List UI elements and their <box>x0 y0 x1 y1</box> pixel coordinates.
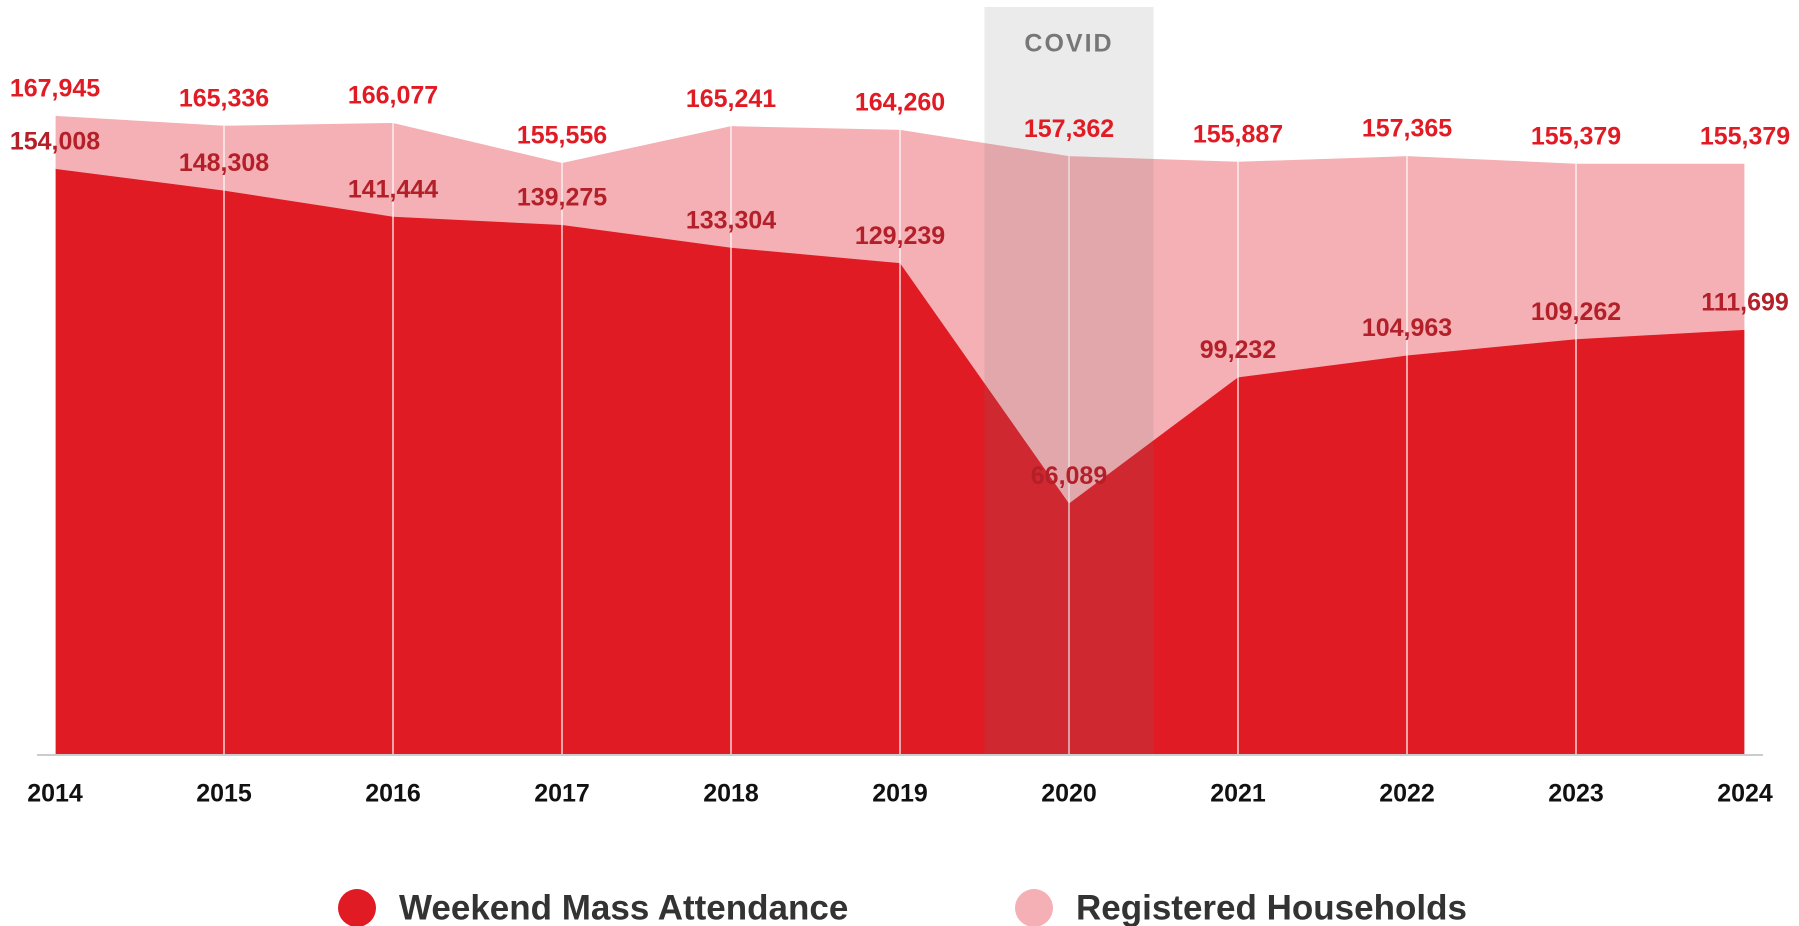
value-label: 165,336 <box>179 84 269 112</box>
x-tick-label: 2020 <box>1041 780 1097 808</box>
value-label: 155,887 <box>1193 120 1283 148</box>
x-tick-label: 2023 <box>1548 780 1604 808</box>
value-label: 167,945 <box>10 74 100 102</box>
value-label: 166,077 <box>348 82 438 110</box>
value-label: 165,241 <box>686 85 776 113</box>
value-label: 139,275 <box>517 184 607 212</box>
legend-label: Weekend Mass Attendance <box>399 888 848 926</box>
x-tick-label: 2014 <box>27 780 83 808</box>
legend-swatch <box>1015 889 1053 926</box>
value-label: 111,699 <box>1701 289 1789 317</box>
x-tick-label: 2016 <box>365 780 421 808</box>
value-label: 99,232 <box>1200 336 1276 364</box>
x-tick-label: 2017 <box>534 780 590 808</box>
value-label: 157,365 <box>1362 115 1452 143</box>
value-label: 155,379 <box>1700 122 1790 150</box>
value-label: 155,556 <box>517 122 607 150</box>
value-label: 154,008 <box>10 128 100 156</box>
annotation: COVID <box>1024 30 1113 58</box>
value-label: 133,304 <box>686 206 776 234</box>
value-label: 155,379 <box>1531 122 1621 150</box>
value-label: 109,262 <box>1531 298 1621 326</box>
value-label: 104,963 <box>1362 314 1452 342</box>
x-tick-label: 2021 <box>1210 780 1266 808</box>
x-tick-label: 2018 <box>703 780 759 808</box>
highlight-band <box>984 7 1154 755</box>
value-label: 164,260 <box>855 89 945 117</box>
legend-label: Registered Households <box>1076 888 1467 926</box>
x-tick-label: 2024 <box>1717 780 1773 808</box>
x-tick-label: 2015 <box>196 780 252 808</box>
value-label: 148,308 <box>179 149 269 177</box>
value-label: 141,444 <box>348 175 438 203</box>
x-tick-label: 2022 <box>1379 780 1435 808</box>
value-label: 66,089 <box>1031 462 1107 490</box>
value-label: 157,362 <box>1024 115 1114 143</box>
legend-swatch <box>338 889 376 926</box>
value-label: 129,239 <box>855 222 945 250</box>
x-tick-label: 2019 <box>872 780 928 808</box>
